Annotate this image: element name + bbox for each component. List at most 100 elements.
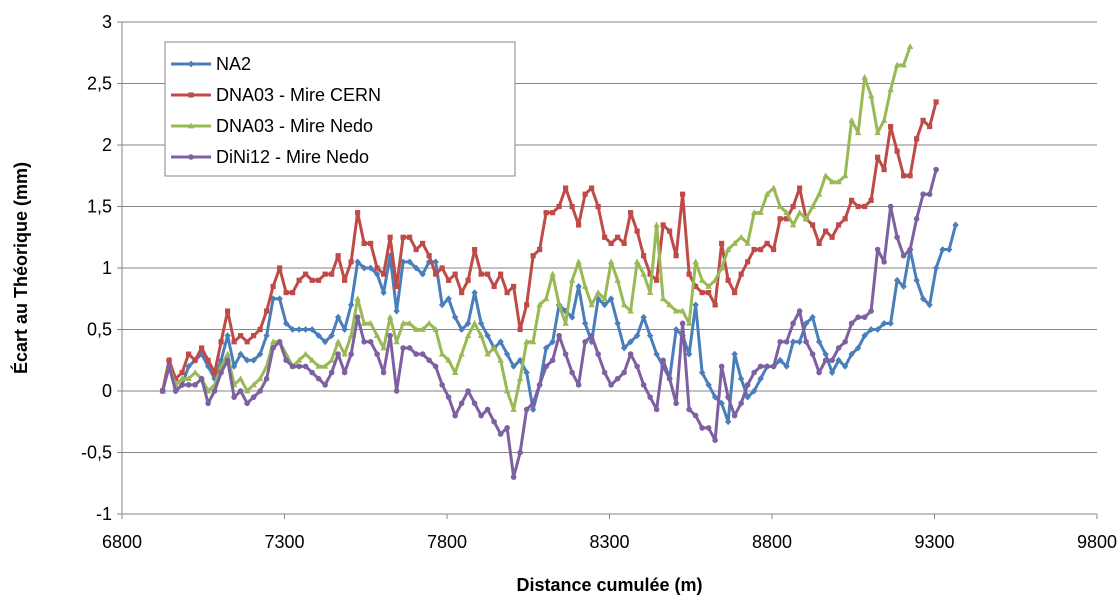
data-point	[341, 326, 348, 333]
x-tick-label: 9300	[914, 532, 954, 552]
y-tick-label: 0	[102, 381, 112, 401]
data-point	[731, 412, 738, 419]
data-point	[211, 388, 218, 394]
data-point	[289, 326, 296, 333]
tick-labels: -1 -0,5 0 0,5 1 1,5 2 2,5 3 6800 7300 7800 8300 8800 9…	[81, 12, 1117, 552]
data-point	[308, 356, 316, 363]
data-point	[718, 264, 725, 271]
data-point	[582, 191, 588, 197]
data-point	[893, 276, 901, 284]
data-point	[497, 431, 504, 437]
data-point	[854, 129, 862, 136]
data-point	[497, 356, 504, 363]
data-point	[887, 203, 894, 210]
data-point	[295, 326, 303, 333]
data-point	[458, 350, 465, 357]
data-point	[907, 246, 913, 253]
data-point	[471, 319, 478, 326]
data-point	[452, 271, 458, 277]
data-point	[445, 356, 452, 363]
data-point	[485, 271, 491, 277]
data-point	[510, 474, 517, 480]
data-point	[894, 234, 900, 241]
data-point	[503, 387, 511, 394]
data-point	[926, 301, 933, 309]
legend-marker	[187, 122, 195, 129]
y-tick-label: 2	[102, 135, 112, 155]
data-point	[919, 295, 927, 303]
data-point	[640, 313, 647, 321]
data-point	[400, 234, 406, 240]
data-point	[881, 167, 887, 173]
data-point	[705, 381, 712, 389]
data-point	[653, 221, 660, 228]
data-point	[354, 314, 361, 321]
data-point	[562, 319, 569, 326]
legend-marker	[188, 154, 194, 160]
data-point	[640, 382, 647, 388]
data-point	[932, 264, 940, 272]
data-point	[861, 73, 868, 80]
data-point	[888, 123, 894, 130]
data-point	[550, 210, 556, 216]
data-point	[511, 283, 517, 290]
data-point	[367, 264, 374, 272]
data-point	[256, 350, 264, 358]
data-point	[543, 363, 549, 370]
data-point	[887, 319, 894, 327]
data-point	[660, 357, 666, 364]
data-point	[192, 382, 198, 388]
data-point	[673, 253, 679, 259]
data-point	[744, 393, 751, 401]
data-point	[568, 276, 576, 283]
data-point	[654, 277, 660, 283]
data-point	[360, 319, 368, 326]
data-point	[822, 357, 829, 364]
data-point	[185, 382, 192, 388]
data-point	[893, 61, 901, 68]
data-point	[673, 400, 679, 407]
data-point	[329, 271, 335, 277]
data-point	[342, 277, 348, 283]
data-point	[809, 313, 816, 321]
series-line	[161, 169, 938, 479]
data-point	[464, 332, 472, 339]
data-point	[413, 246, 419, 253]
data-point	[790, 203, 796, 210]
data-point	[602, 234, 608, 240]
data-point	[848, 350, 855, 358]
y-tick-label: -0,5	[81, 443, 112, 463]
legend-item: DNA03 - Mire CERN	[171, 85, 381, 105]
data-point	[718, 363, 725, 370]
data-point	[186, 351, 192, 357]
data-point	[620, 344, 628, 352]
legend-item: DiNi12 - Mire Nedo	[171, 147, 369, 167]
data-point	[529, 338, 537, 345]
data-point	[543, 210, 549, 216]
data-point	[386, 313, 394, 320]
data-point	[699, 290, 705, 296]
data-point	[282, 319, 290, 327]
data-point	[920, 117, 926, 123]
x-tick-label: 8800	[752, 532, 792, 552]
data-point	[243, 356, 251, 364]
data-point	[413, 351, 419, 357]
data-point	[419, 326, 426, 332]
data-point	[711, 393, 719, 401]
data-point	[185, 375, 192, 382]
data-point	[589, 185, 595, 191]
data-point	[302, 363, 309, 370]
data-point	[621, 369, 627, 376]
data-point	[439, 265, 445, 271]
data-point	[789, 338, 797, 346]
data-point	[328, 369, 335, 376]
data-point	[348, 259, 354, 265]
data-point	[341, 350, 348, 357]
data-point	[244, 400, 250, 407]
data-point	[581, 283, 589, 289]
data-point	[842, 216, 848, 222]
data-point	[179, 382, 185, 388]
data-point	[373, 332, 381, 339]
data-point	[776, 203, 784, 209]
data-point	[790, 320, 796, 327]
